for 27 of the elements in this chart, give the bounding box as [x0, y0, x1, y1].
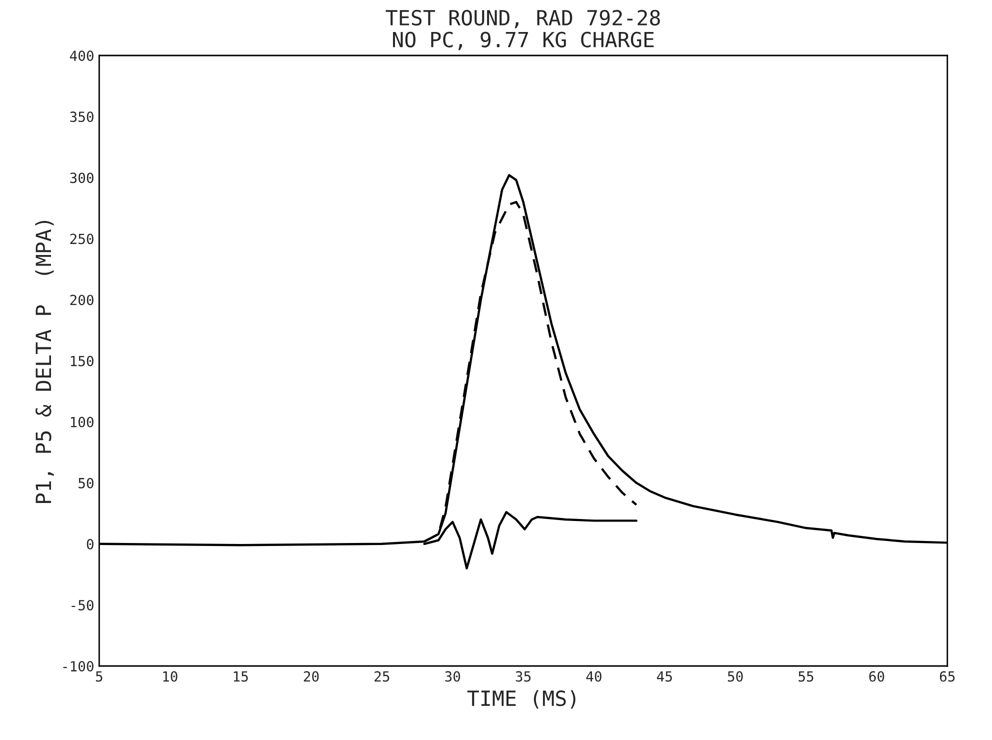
x-tick-label: 5 [96, 671, 102, 682]
y-axis-title: P1, P5 & DELTA P (MPA) [35, 220, 54, 503]
y-tick-label: 350 [70, 112, 94, 122]
y-tick-label: 50 [78, 478, 94, 488]
y-tick-label: 300 [70, 172, 94, 184]
x-tick-label: 30 [445, 671, 460, 682]
x-tick-label: 60 [869, 671, 884, 682]
x-tick-label: 45 [656, 671, 672, 682]
x-tick-label: 50 [728, 671, 743, 682]
y-tick-label: -100 [63, 661, 94, 672]
x-tick-label: 20 [304, 671, 319, 682]
y-tick-label: 200 [70, 294, 94, 306]
y-tick-label: 150 [70, 356, 94, 366]
y-tick-label: 0 [86, 538, 94, 550]
x-tick-label: 55 [798, 671, 814, 682]
y-tick-label: 400 [70, 50, 94, 62]
x-tick-label: 25 [374, 671, 390, 682]
x-tick-label: 10 [163, 671, 178, 682]
x-tick-label: 35 [516, 671, 531, 682]
y-tick-label: -50 [72, 600, 94, 610]
y-tick-label: 100 [70, 416, 94, 428]
x-axis-title: TIME (MS) [467, 690, 576, 709]
chart-title: TEST ROUND, RAD 792-28 NO PC, 9.77 KG CHARGE [386, 10, 660, 50]
x-tick-label: 65 [940, 671, 955, 682]
y-tick-label: 250 [70, 234, 94, 244]
x-tick-label: 15 [234, 671, 248, 682]
x-tick-label: 40 [586, 671, 602, 682]
